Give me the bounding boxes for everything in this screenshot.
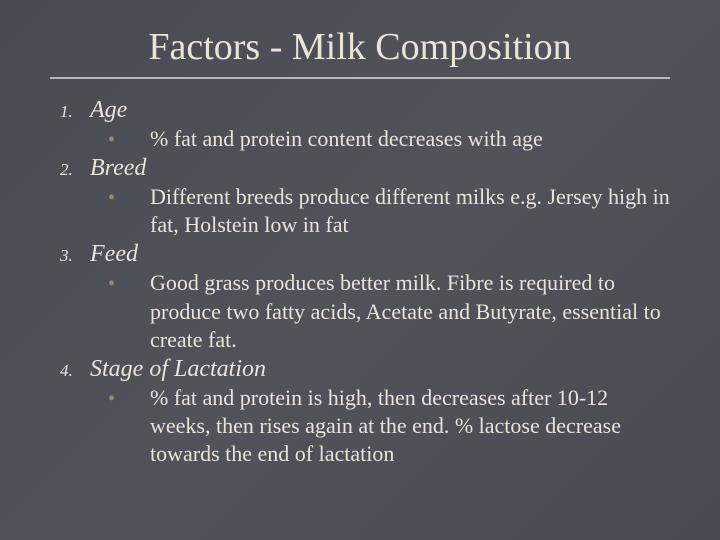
item-number: 4. (60, 361, 90, 381)
sub-text: Good grass produces better milk. Fibre i… (150, 269, 670, 353)
slide-title: Factors - Milk Composition (50, 25, 670, 79)
item-number: 2. (60, 160, 90, 180)
sub-item: • % fat and protein content decreases wi… (60, 125, 670, 153)
item-number: 3. (60, 246, 90, 266)
item-label: Stage of Lactation (90, 356, 266, 383)
bullet-icon: • (108, 129, 150, 152)
sub-item: • % fat and protein is high, then decrea… (60, 384, 670, 468)
list-item: 1. Age • % fat and protein content decre… (60, 97, 670, 153)
bullet-icon: • (108, 187, 150, 210)
sub-text: Different breeds produce different milks… (150, 183, 670, 239)
sub-text: % fat and protein is high, then decrease… (150, 384, 670, 468)
slide-container: Factors - Milk Composition 1. Age • % fa… (0, 0, 720, 540)
item-header: 2. Breed (60, 155, 670, 182)
list-item: 3. Feed • Good grass produces better mil… (60, 241, 670, 353)
item-header: 4. Stage of Lactation (60, 356, 670, 383)
item-header: 1. Age (60, 97, 670, 124)
list-item: 4. Stage of Lactation • % fat and protei… (60, 356, 670, 468)
bullet-icon: • (108, 388, 150, 411)
item-label: Feed (90, 241, 138, 268)
sub-item: • Good grass produces better milk. Fibre… (60, 269, 670, 353)
sub-text: % fat and protein content decreases with… (150, 125, 543, 153)
sub-item: • Different breeds produce different mil… (60, 183, 670, 239)
item-header: 3. Feed (60, 241, 670, 268)
list-item: 2. Breed • Different breeds produce diff… (60, 155, 670, 239)
item-number: 1. (60, 102, 90, 122)
slide-content: 1. Age • % fat and protein content decre… (50, 97, 670, 468)
item-label: Breed (90, 155, 146, 182)
item-label: Age (90, 97, 127, 124)
bullet-icon: • (108, 273, 150, 296)
